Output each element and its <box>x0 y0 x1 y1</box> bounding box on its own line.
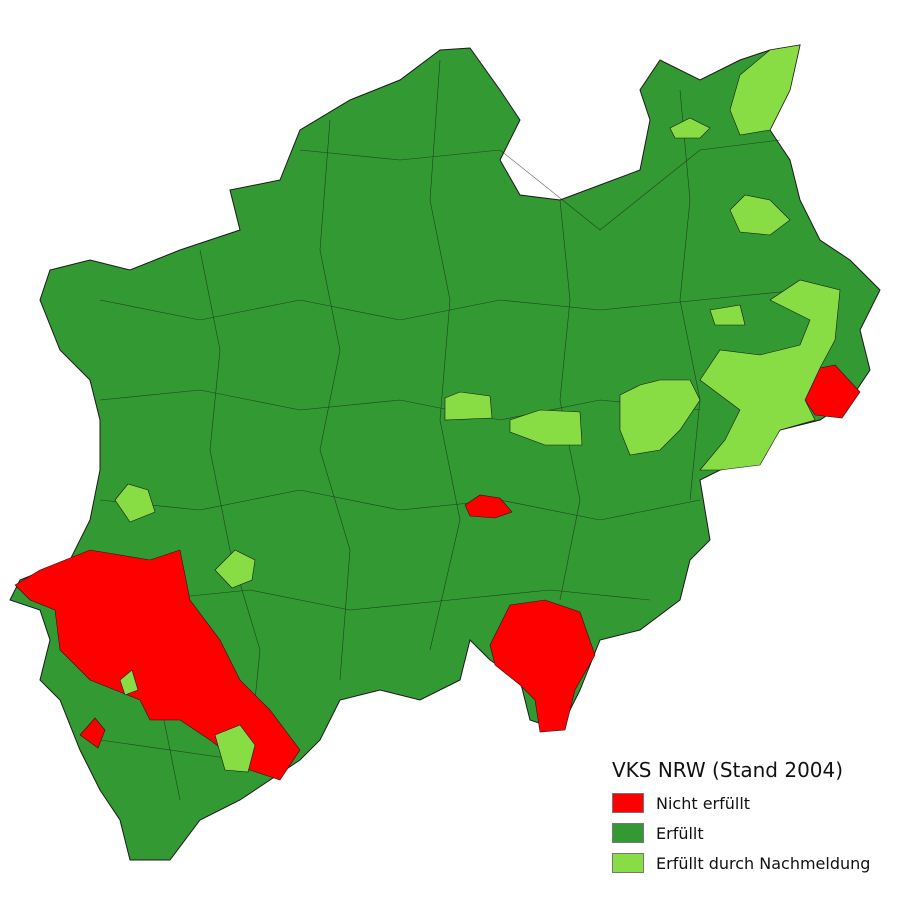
legend: VKS NRW (Stand 2004) Nicht erfüllt Erfül… <box>612 758 870 878</box>
legend-title: VKS NRW (Stand 2004) <box>612 758 844 782</box>
legend-swatch-green <box>612 823 644 843</box>
nachmeldung-areas <box>114 44 841 773</box>
legend-label: Erfüllt durch Nachmeldung <box>656 853 871 873</box>
legend-swatch-lightgreen <box>612 853 644 873</box>
legend-item-erfuellt: Erfüllt <box>612 818 870 848</box>
legend-item-nicht-erfuellt: Nicht erfüllt <box>612 788 870 818</box>
legend-label: Nicht erfüllt <box>656 793 751 813</box>
legend-swatch-red <box>612 793 644 813</box>
nicht-erfuellt-areas <box>14 364 861 781</box>
legend-item-nachmeldung: Erfüllt durch Nachmeldung <box>612 848 870 878</box>
legend-label: Erfüllt <box>656 823 704 843</box>
